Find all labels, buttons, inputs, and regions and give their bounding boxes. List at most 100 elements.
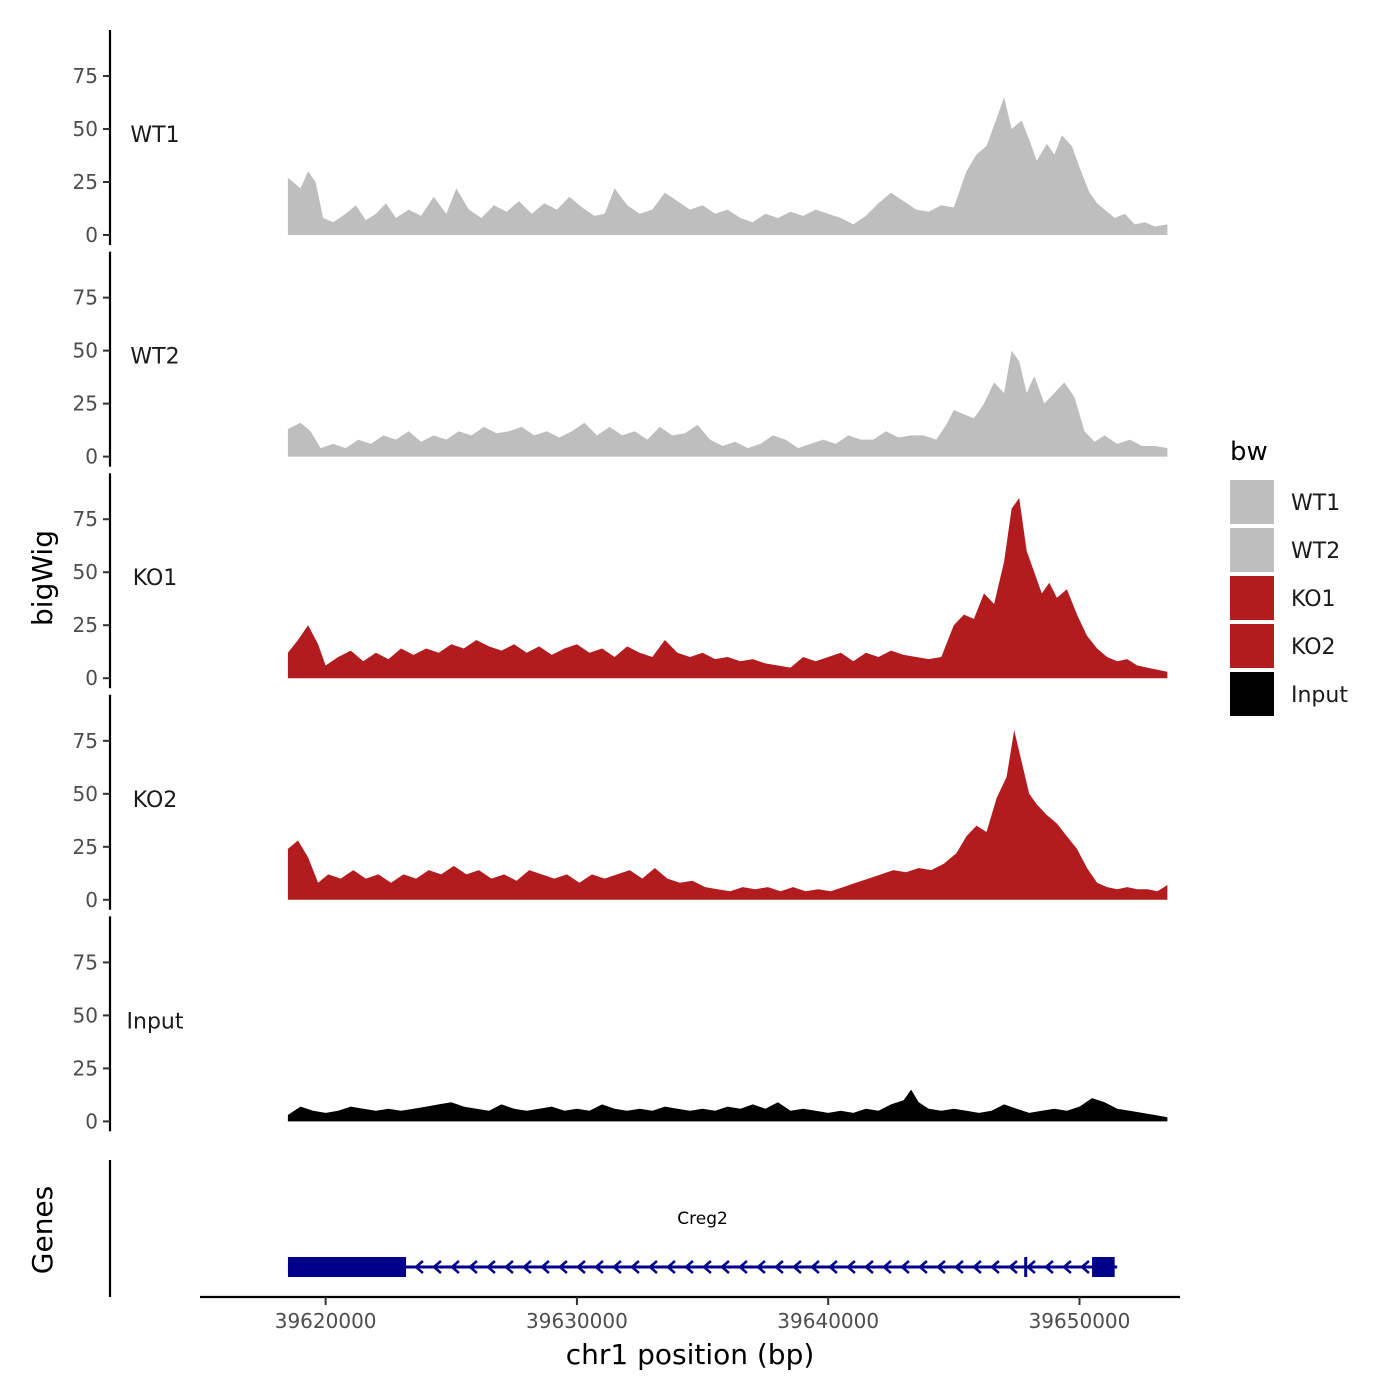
legend: bw WT1 WT2 KO1 KO2 Input [1230,437,1348,716]
strand-arrow [612,1260,622,1274]
track-label: WT2 [130,345,179,370]
strand-arrow [666,1260,676,1274]
gene-name-label: Creg2 [677,1209,728,1229]
legend-label: WT1 [1291,491,1340,516]
strand-arrow [810,1260,820,1274]
legend-swatch [1230,624,1274,668]
strand-arrow [774,1260,784,1274]
y-tick-label: 50 [73,339,98,363]
strand-arrow [450,1260,460,1274]
strand-arrow [792,1260,802,1274]
y-tick-label: 25 [73,1056,98,1080]
track-ko2: 0 25 50 75 KO2 [73,694,1168,912]
track-label: Input [127,1009,184,1034]
y-tick-label: 0 [85,223,98,247]
strand-arrow [1062,1260,1072,1274]
x-axis: 39620000 39630000 39640000 39650000 [200,1295,1180,1333]
strand-arrow [1026,1260,1036,1274]
strand-arrow [486,1260,496,1274]
strand-arrow [540,1260,550,1274]
strand-arrow [720,1260,730,1274]
strand-arrow [756,1260,766,1274]
y-tick-label: 50 [73,782,98,806]
strand-arrow [504,1260,514,1274]
strand-arrow [972,1260,982,1274]
strand-arrow [702,1260,712,1274]
gene-exon [287,1257,407,1277]
y-tick-label: 25 [73,613,98,637]
strand-arrow [522,1260,532,1274]
y-tick-label: 0 [85,1109,98,1133]
strand-arrow [936,1260,946,1274]
strand-arrow [846,1260,856,1274]
strand-arrow [864,1260,874,1274]
y-tick-label: 0 [85,666,98,690]
strand-arrow [738,1260,748,1274]
track-label: KO2 [133,788,178,813]
strand-arrow [432,1260,442,1274]
strand-arrow [468,1260,478,1274]
y-tick-label: 75 [73,507,98,531]
gene-panel: Creg2 [108,1160,1118,1297]
track-label: WT1 [130,123,179,148]
y-tick-label: 75 [73,950,98,974]
strand-arrow [630,1260,640,1274]
track-ko1: 0 25 50 75 KO1 [73,473,1168,690]
legend-label: KO1 [1291,587,1336,612]
strand-arrow [648,1260,658,1274]
gene-exon [1024,1257,1028,1277]
track-wt2: 0 25 50 75 WT2 [73,251,1168,469]
legend-label: KO2 [1291,635,1336,660]
strand-arrow [1080,1260,1090,1274]
track-wt1: 0 25 50 75 WT1 [73,30,1168,247]
y-tick-label: 75 [73,729,98,753]
legend-title: bw [1230,437,1268,467]
x-tick-label: 39620000 [275,1309,377,1333]
strand-arrow [684,1260,694,1274]
legend-label: WT2 [1291,539,1340,564]
y-tick-label: 25 [73,835,98,859]
signal-area-wt1 [287,97,1168,235]
track-input: 0 25 50 75 Input [73,916,1168,1133]
strand-arrow [882,1260,892,1274]
y-tick-label: 75 [73,286,98,310]
x-tick-label: 39640000 [777,1309,879,1333]
x-axis-title: chr1 position (bp) [566,1338,815,1371]
y-tick-label: 50 [73,117,98,141]
y-tick-label: 0 [85,888,98,912]
signal-area-ko2 [287,730,1168,900]
strand-arrow [990,1260,1000,1274]
strand-arrow [558,1260,568,1274]
y-tick-label: 75 [73,64,98,88]
strand-arrow [900,1260,910,1274]
y-tick-label: 25 [73,392,98,416]
legend-swatch [1230,672,1274,716]
strand-arrow [954,1260,964,1274]
strand-arrow [1044,1260,1054,1274]
legend-swatch [1230,480,1274,524]
y-tick-label: 25 [73,170,98,194]
signal-area-wt2 [287,350,1168,457]
track-label: KO1 [133,566,178,591]
strand-arrow [414,1260,424,1274]
y-tick-label: 50 [73,1003,98,1027]
legend-swatch [1230,576,1274,620]
x-tick-label: 39630000 [526,1309,628,1333]
strand-arrow [594,1260,604,1274]
x-tick-label: 39650000 [1029,1309,1131,1333]
legend-swatch [1230,528,1274,572]
y-axis-title: bigWig [26,530,59,626]
legend-label: Input [1291,683,1348,708]
strand-arrow [576,1260,586,1274]
signal-tracks: 0 25 50 75 WT1 0 25 50 75 WT2 0 25 50 75 KO1 0 25 50 75 KO2… [73,30,1168,1133]
y-tick-label: 0 [85,445,98,469]
signal-area-ko1 [287,498,1168,679]
gene-panel-title: Genes [26,1186,59,1274]
y-tick-label: 50 [73,560,98,584]
signal-area-input [287,1089,1168,1122]
strand-arrow [918,1260,928,1274]
strand-arrow [1008,1260,1018,1274]
gene-exon [1092,1257,1115,1277]
strand-arrow [828,1260,838,1274]
